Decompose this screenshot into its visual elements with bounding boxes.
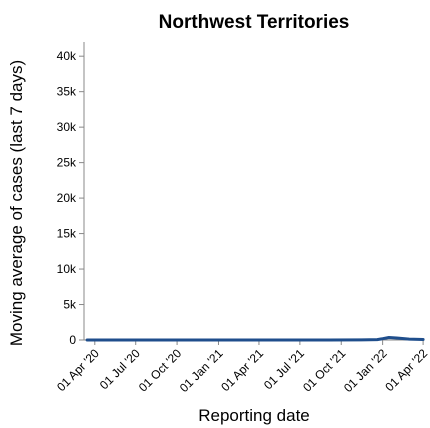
- y-tick-label: 35k: [57, 85, 77, 99]
- y-axis-title: Moving average of cases (last 7 days): [7, 60, 26, 346]
- x-tick-label: 01 Jan '21: [177, 346, 226, 395]
- y-tick-label: 40k: [57, 49, 77, 63]
- y-tick-label: 10k: [57, 262, 77, 276]
- x-tick-label: 01 Apr '21: [218, 346, 266, 394]
- y-tick-label: 25k: [57, 156, 77, 170]
- x-tick-label: 01 Apr '20: [54, 346, 102, 394]
- y-axis: 0 5k 10k 15k 20k 25k 30k 35k 40k: [57, 42, 85, 347]
- y-tick-label: 20k: [57, 191, 77, 205]
- x-tick-label: 01 Oct '20: [136, 346, 185, 395]
- x-tick-label: 01 Apr '22: [382, 346, 430, 394]
- plot-series: [85, 336, 425, 342]
- chart-title: Northwest Territories: [159, 12, 350, 33]
- series-line: [85, 336, 425, 342]
- y-tick-label: 30k: [57, 120, 77, 134]
- x-axis-title: Reporting date: [198, 406, 310, 425]
- x-tick-label: 01 Oct '21: [300, 346, 349, 395]
- y-tick-label: 5k: [63, 298, 77, 312]
- y-tick-label: 15k: [57, 227, 77, 241]
- x-tick-label: 01 Jan '22: [341, 346, 390, 395]
- y-tick-label: 0: [69, 333, 76, 347]
